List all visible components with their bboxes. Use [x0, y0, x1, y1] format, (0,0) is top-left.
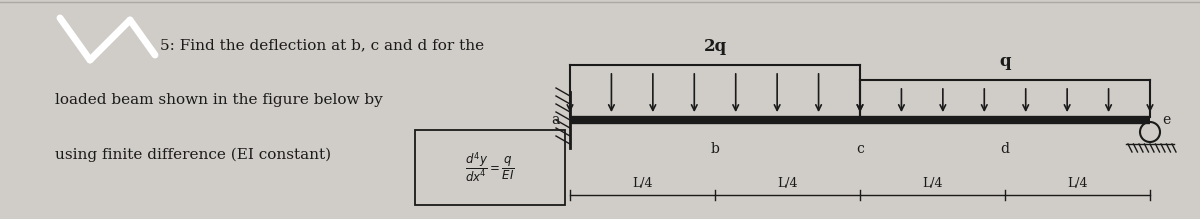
- Text: loaded beam shown in the figure below by: loaded beam shown in the figure below by: [55, 93, 383, 107]
- Text: using finite difference (EI constant): using finite difference (EI constant): [55, 148, 331, 162]
- Text: L/4: L/4: [923, 177, 943, 190]
- Text: b: b: [710, 142, 720, 156]
- Text: d: d: [1001, 142, 1009, 156]
- Text: L/4: L/4: [632, 177, 653, 190]
- Bar: [415, 130, 565, 205]
- Text: 5: Find the deflection at b, c and d for the: 5: Find the deflection at b, c and d for…: [160, 38, 484, 52]
- Text: L/4: L/4: [1067, 177, 1087, 190]
- Text: e: e: [1162, 113, 1170, 127]
- Text: $\dfrac{d^4y}{dx^4} = \dfrac{q}{EI}$: $\dfrac{d^4y}{dx^4} = \dfrac{q}{EI}$: [466, 150, 515, 185]
- Text: 2q: 2q: [703, 38, 726, 55]
- Text: L/4: L/4: [778, 177, 798, 190]
- Text: c: c: [856, 142, 864, 156]
- Text: a: a: [552, 113, 560, 127]
- Text: q: q: [1000, 53, 1010, 70]
